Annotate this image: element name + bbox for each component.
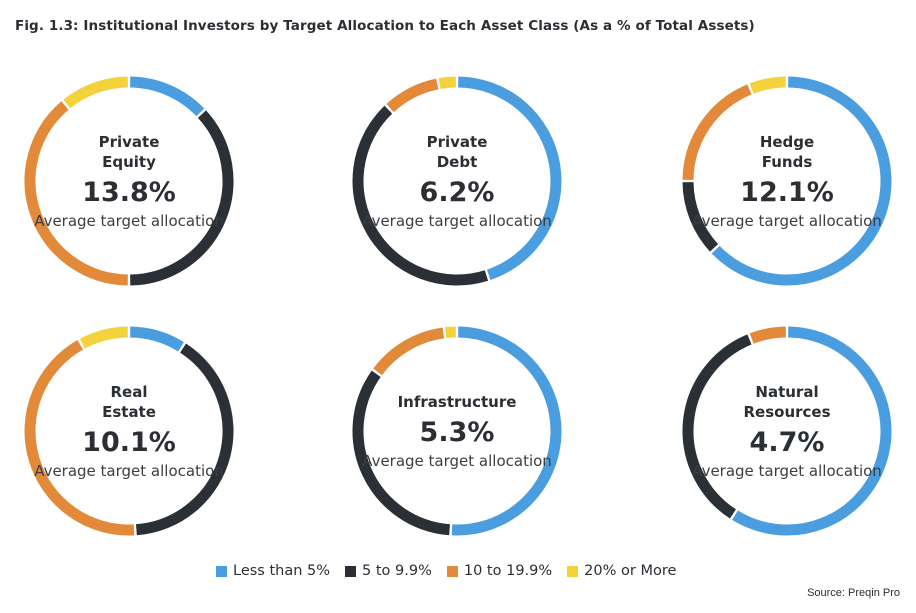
segment-less-than-5 (711, 76, 892, 286)
asset-class-label-line: Estate (102, 402, 156, 421)
donut-private-debt: Private Debt 6.2% Average target allocat… (346, 70, 568, 292)
segment-10-to-19-9 (386, 78, 439, 113)
donut-natural-resources: Natural Resources 4.7% Average target al… (676, 320, 898, 542)
segment-10-to-19-9 (24, 340, 135, 536)
legend-label: Less than 5% (233, 563, 331, 579)
donut-private-equity: Private Equity 13.8% Average target allo… (18, 70, 240, 292)
asset-class-label-line: Private (98, 132, 160, 151)
donut-hedge-funds: Hedge Funds 12.1% Average target allocat… (676, 70, 898, 292)
asset-class-label-line: Resources (743, 402, 831, 421)
legend-label: 10 to 19.9% (463, 563, 553, 579)
donut-svg (682, 326, 892, 536)
legend-swatch (567, 565, 579, 577)
average-value: 13.8% (82, 176, 176, 208)
segment-less-than-5 (130, 76, 205, 117)
donut-center: Real Estate 10.1% Average target allocat… (18, 320, 240, 542)
donut-svg (24, 76, 234, 286)
donut-svg (24, 326, 234, 536)
source-note: Source: Preqin Pro (807, 587, 900, 599)
donut-svg (352, 326, 562, 536)
asset-class-label: Infrastructure (392, 392, 522, 412)
center-subtitle: Average target allocation (692, 461, 882, 480)
average-value: 5.3% (419, 416, 495, 448)
donut-center: Private Debt 6.2% Average target allocat… (346, 70, 568, 292)
donut-svg (352, 76, 562, 286)
average-value: 4.7% (749, 426, 825, 458)
donut-center: Natural Resources 4.7% Average target al… (676, 320, 898, 542)
segment-5-to-9-9 (682, 181, 719, 252)
segment-10-to-19-9 (682, 84, 752, 180)
asset-class-label-line: Infrastructure (397, 392, 517, 411)
average-value: 10.1% (82, 426, 176, 458)
legend-item: 10 to 19.9% (446, 563, 553, 579)
asset-class-label-line: Funds (761, 152, 813, 171)
segment-10-to-19-9 (373, 327, 445, 376)
center-subtitle: Average target allocation (362, 451, 552, 470)
legend-swatch (446, 565, 458, 577)
asset-class-label: Natural Resources (722, 382, 852, 422)
donut-svg (682, 76, 892, 286)
asset-class-label: Private Debt (392, 132, 522, 172)
segment-5-to-9-9 (682, 334, 752, 519)
center-subtitle: Average target allocation (34, 461, 224, 480)
donut-real-estate: Real Estate 10.1% Average target allocat… (18, 320, 240, 542)
asset-class-label: Real Estate (64, 382, 194, 422)
segment-less-than-5 (129, 326, 184, 352)
segment-10-to-19-9 (24, 101, 128, 286)
chart-title: Fig. 1.3: Institutional Investors by Tar… (15, 18, 755, 34)
donut-center: Private Equity 13.8% Average target allo… (18, 70, 240, 292)
asset-class-label-line: Real (110, 382, 148, 401)
legend-item: 5 to 9.9% (345, 563, 432, 579)
asset-class-label-line: Debt (436, 152, 478, 171)
donut-infrastructure: Infrastructure 5.3% Average target alloc… (346, 320, 568, 542)
asset-class-label: Private Equity (64, 132, 194, 172)
average-value: 12.1% (740, 176, 834, 208)
center-subtitle: Average target allocation (692, 211, 882, 230)
asset-class-label-line: Private (426, 132, 488, 151)
legend-item: 20% or More (567, 563, 676, 579)
legend: Less than 5% 5 to 9.9% 10 to 19.9% 20% o… (216, 563, 691, 579)
donut-center: Hedge Funds 12.1% Average target allocat… (676, 70, 898, 292)
segment-20-or-more (749, 76, 787, 94)
segment-5-to-9-9 (136, 343, 234, 536)
center-subtitle: Average target allocation (362, 211, 552, 230)
segment-5-to-9-9 (352, 370, 451, 536)
legend-swatch (216, 565, 227, 577)
segment-less-than-5 (451, 326, 562, 536)
segment-5-to-9-9 (352, 105, 489, 286)
segment-20-or-more (438, 76, 456, 89)
segment-20-or-more (445, 326, 456, 339)
segment-20-or-more (79, 326, 129, 349)
segment-less-than-5 (458, 76, 562, 280)
donut-center: Infrastructure 5.3% Average target alloc… (346, 320, 568, 542)
asset-class-label: Hedge Funds (722, 132, 852, 172)
segment-20-or-more (63, 76, 129, 109)
asset-class-label-line: Equity (102, 152, 156, 171)
legend-item: Less than 5% (216, 563, 330, 579)
average-value: 6.2% (419, 176, 495, 208)
center-subtitle: Average target allocation (34, 211, 224, 230)
legend-swatch (345, 565, 357, 577)
segment-10-to-19-9 (749, 326, 787, 344)
asset-class-label-line: Hedge (759, 132, 815, 151)
segment-5-to-9-9 (130, 110, 234, 286)
asset-class-label-line: Natural (755, 382, 819, 401)
segment-less-than-5 (732, 326, 892, 536)
legend-label: 20% or More (584, 563, 677, 579)
legend-label: 5 to 9.9% (362, 563, 432, 579)
